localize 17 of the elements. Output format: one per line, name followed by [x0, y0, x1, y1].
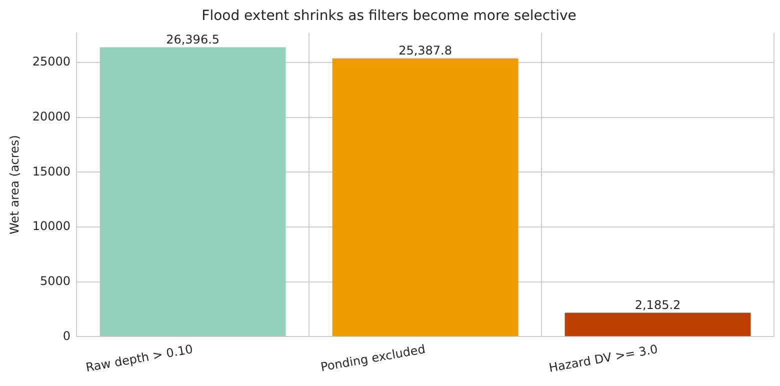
x-tick-label: Hazard DV >= 3.0 — [548, 342, 659, 375]
bar — [332, 58, 518, 336]
y-tick-label: 5000 — [40, 274, 71, 288]
y-tick-label: 15000 — [32, 164, 71, 178]
y-tick-label: 0 — [62, 328, 71, 343]
bar — [100, 47, 286, 336]
y-tick-label: 20000 — [32, 110, 71, 124]
data-label: 2,185.2 — [634, 298, 681, 312]
y-tick-label: 10000 — [32, 219, 71, 234]
y-tick-label: 25000 — [32, 54, 71, 69]
y-axis-title: Wet area (acres) — [7, 135, 22, 234]
data-label: 26,396.5 — [166, 32, 220, 46]
data-label: 25,387.8 — [398, 43, 452, 58]
bar — [564, 312, 751, 336]
chart-title: Flood extent shrinks as filters become more selective — [202, 8, 576, 24]
x-tick-label: Ponding excluded — [320, 342, 426, 374]
x-tick-label: Raw depth > 0.10 — [84, 342, 194, 375]
